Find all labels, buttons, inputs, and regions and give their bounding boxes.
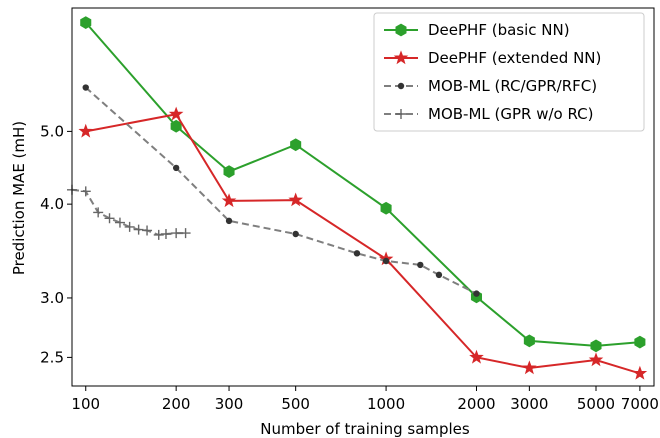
legend-label: DeePHF (basic NN) xyxy=(428,21,570,39)
data-point xyxy=(225,217,233,225)
data-point xyxy=(168,106,184,121)
data-point xyxy=(160,229,171,240)
data-point xyxy=(80,16,92,29)
data-point xyxy=(171,228,182,239)
legend-entry xyxy=(384,23,418,37)
data-point xyxy=(82,84,89,91)
data-point xyxy=(78,123,94,138)
series-line xyxy=(85,113,641,375)
legend-box xyxy=(373,12,645,132)
data-point xyxy=(588,352,604,367)
legend-entry xyxy=(384,50,418,65)
data-point xyxy=(104,213,115,224)
data-point xyxy=(380,201,392,215)
data-point xyxy=(288,192,303,207)
series-line xyxy=(85,86,477,295)
data-point xyxy=(290,138,302,152)
data-point xyxy=(114,217,125,228)
legend-label: MOB-ML (RC/GPR/RFC) xyxy=(428,77,597,95)
legend-marker xyxy=(397,82,405,90)
legend-marker xyxy=(393,50,409,65)
data-point xyxy=(124,221,135,232)
series-line xyxy=(71,188,186,236)
legend-label: DeePHF (extended NN) xyxy=(428,49,601,67)
plot-frame xyxy=(71,7,655,387)
y-axis: 2.5 3.0 4.0 5.0 xyxy=(40,122,72,366)
data-point xyxy=(170,119,182,133)
data-point xyxy=(353,250,361,257)
data-point xyxy=(435,271,443,279)
y-axis-label: Prediction MAE (mH) xyxy=(10,121,28,275)
legend-marker xyxy=(396,109,406,119)
y-tick-label: 5.0 xyxy=(40,122,64,140)
plot-area xyxy=(67,16,648,380)
x-tick-label: 100 xyxy=(71,395,100,413)
legend-label: MOB-ML (GPR w/o RC) xyxy=(428,105,594,123)
data-point xyxy=(221,193,237,208)
legend-entry xyxy=(384,82,418,90)
x-tick-label: 500 xyxy=(281,395,310,413)
data-point xyxy=(80,186,91,197)
data-point xyxy=(634,335,646,349)
legend-marker xyxy=(395,23,407,37)
data-point xyxy=(522,360,537,375)
x-tick-label: 300 xyxy=(215,395,244,413)
data-point xyxy=(223,165,235,178)
series-1 xyxy=(78,106,648,380)
y-tick-label: 2.5 xyxy=(40,348,64,366)
x-axis: 100 200 300 500 1000 2000 3000 5000 7000 xyxy=(71,386,659,413)
data-point xyxy=(417,261,424,269)
data-point xyxy=(133,224,144,235)
y-tick-label: 4.0 xyxy=(40,195,64,213)
data-point xyxy=(153,229,164,240)
x-tick-label: 2000 xyxy=(457,395,495,413)
legend: DeePHF (basic NN) DeePHF (extended NN) MOB… xyxy=(373,12,645,132)
data-point xyxy=(142,225,153,236)
data-point xyxy=(523,334,535,348)
data-point xyxy=(590,339,602,353)
x-tick-label: 3000 xyxy=(510,395,548,413)
data-point xyxy=(632,365,648,380)
data-point xyxy=(292,230,299,238)
series-3 xyxy=(67,184,191,240)
x-tick-label: 200 xyxy=(162,395,191,413)
x-tick-label: 5000 xyxy=(577,395,615,413)
data-point xyxy=(93,207,104,218)
x-axis-label: Number of training samples xyxy=(260,420,470,438)
y-tick-label: 3.0 xyxy=(40,289,64,307)
data-point xyxy=(473,290,480,297)
x-tick-label: 7000 xyxy=(621,395,659,413)
x-tick-label: 1000 xyxy=(367,395,405,413)
series-2 xyxy=(82,84,480,297)
data-point xyxy=(382,257,390,265)
data-point xyxy=(172,164,180,172)
data-point xyxy=(469,349,484,364)
data-point xyxy=(180,228,191,239)
legend-entry xyxy=(384,109,418,119)
